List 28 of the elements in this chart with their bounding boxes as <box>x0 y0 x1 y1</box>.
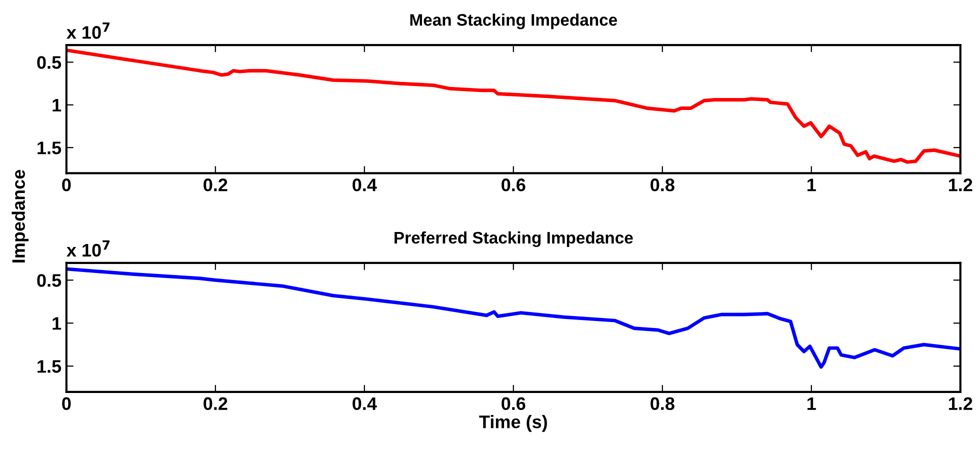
x-tick-label: 0.2 <box>204 397 228 410</box>
line-series <box>66 48 960 164</box>
chart-title: Mean Stacking Impedance <box>410 14 618 30</box>
chart-title: Preferred Stacking Impedance <box>394 231 633 248</box>
x-tick-label: 1.2 <box>948 178 972 192</box>
x-tick-label: 0.4 <box>352 178 377 192</box>
y-tick-label: 1.5 <box>38 360 62 373</box>
x-axis-title: Time (s) <box>479 415 547 432</box>
x-tick-label: 0 <box>62 397 71 410</box>
x-tick-label: 0.4 <box>352 397 377 410</box>
x-tick-label: 1.2 <box>948 397 972 410</box>
x-tick-label: 0.8 <box>650 397 674 410</box>
text: x 10$^{7}$ <box>66 22 110 39</box>
x-tick-label: 0.2 <box>204 178 228 192</box>
y-tick-label: 1 <box>52 98 62 112</box>
y-axis-title: Impedance <box>12 170 29 262</box>
y-tick-label: 1.5 <box>38 142 62 154</box>
line-series <box>66 267 960 369</box>
x-tick-label: 0.6 <box>502 397 526 410</box>
y-tick-label: 1 <box>52 317 62 330</box>
y-tick-label: 0.5 <box>37 56 62 69</box>
x-tick-label: 1 <box>808 397 816 410</box>
x-tick-label: 0 <box>62 178 71 192</box>
x-tick-label: 1 <box>808 178 816 192</box>
x-tick-label: 0.6 <box>502 178 526 192</box>
x-tick-label: 0.8 <box>650 178 674 192</box>
text: x 10$^{7}$ <box>66 240 110 257</box>
y-tick-label: 0.5 <box>37 274 62 287</box>
